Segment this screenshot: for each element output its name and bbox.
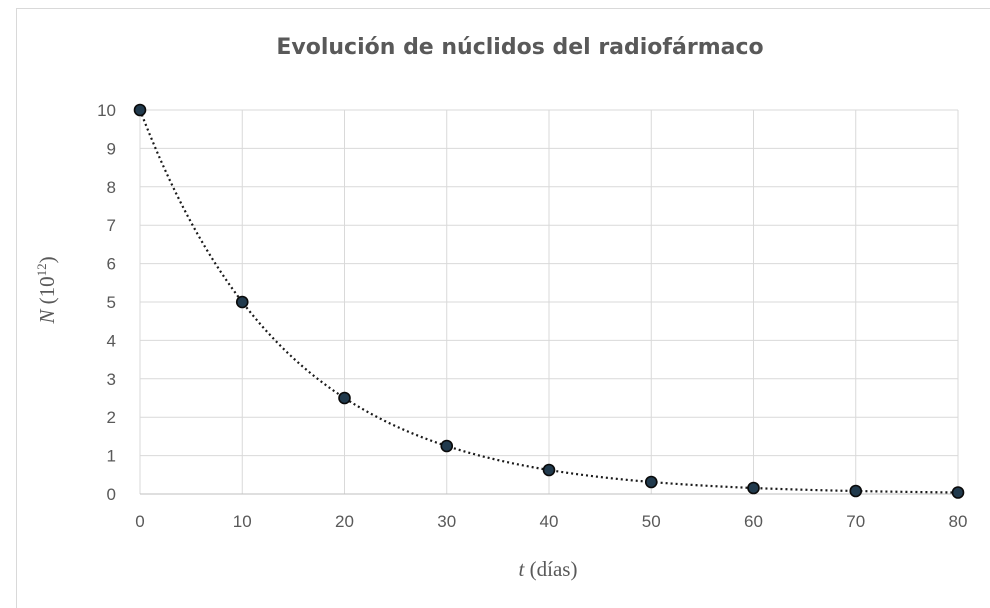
y-tick-label: 7 [107, 216, 116, 235]
y-tick-label: 8 [107, 178, 116, 197]
x-tick-label: 40 [540, 512, 559, 531]
y-tick-label: 0 [107, 485, 116, 504]
x-tick-label: 50 [642, 512, 661, 531]
x-axis-unit: (días) [530, 557, 578, 581]
data-point [850, 486, 861, 497]
y-tick-label: 6 [107, 255, 116, 274]
y-tick-labels: 0 1 2 3 4 5 6 7 8 9 10 [97, 101, 116, 504]
x-tick-label: 0 [135, 512, 144, 531]
y-tick-label: 4 [107, 331, 116, 350]
x-tick-label: 30 [437, 512, 456, 531]
x-tick-label: 80 [949, 512, 968, 531]
x-axis-variable: t [519, 557, 526, 581]
x-axis-label: t (días) [519, 557, 578, 581]
y-tick-label: 2 [107, 408, 116, 427]
y-tick-label: 3 [107, 370, 116, 389]
y-tick-label: 5 [107, 293, 116, 312]
y-axis-label: N (1012) [34, 256, 59, 324]
y-axis-variable: N [35, 309, 59, 325]
data-point [135, 105, 146, 116]
data-point [339, 393, 350, 404]
data-point [646, 477, 657, 488]
x-tick-labels: 0 10 20 30 40 50 60 70 80 [135, 512, 967, 531]
x-tick-label: 10 [233, 512, 252, 531]
data-point [237, 297, 248, 308]
chart-title: Evolución de núclidos del radiofármaco [276, 35, 763, 60]
data-point [748, 483, 759, 494]
data-point [441, 441, 452, 452]
y-axis-base: (10 [35, 276, 59, 304]
y-tick-label: 1 [107, 447, 116, 466]
x-tick-label: 20 [335, 512, 354, 531]
data-point [953, 487, 964, 498]
y-tick-label: 10 [97, 101, 116, 120]
y-tick-label: 9 [107, 139, 116, 158]
data-point [544, 465, 555, 476]
x-tick-label: 60 [744, 512, 763, 531]
y-axis-close: ) [35, 256, 59, 263]
x-tick-label: 70 [846, 512, 865, 531]
y-axis-exponent: 12 [34, 263, 49, 276]
